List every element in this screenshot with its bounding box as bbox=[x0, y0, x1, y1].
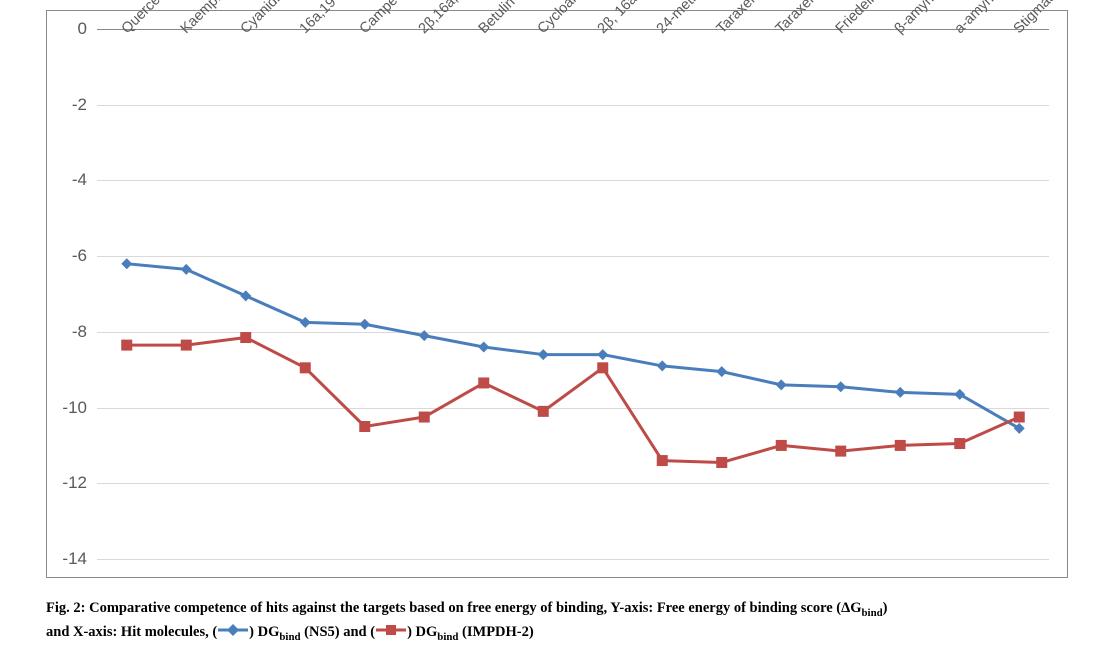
series-marker bbox=[1014, 412, 1025, 423]
series-marker bbox=[300, 362, 311, 373]
series-marker bbox=[121, 258, 132, 269]
series-marker bbox=[181, 264, 192, 275]
caption-sub-2a: bind bbox=[279, 631, 300, 643]
caption-sub-2b: bind bbox=[437, 631, 458, 643]
plot-area: QuercetinKaempferolCyanidin16a,19-dihydr… bbox=[97, 29, 1049, 559]
caption-text-2b: ) DG bbox=[249, 624, 279, 640]
series-marker bbox=[835, 381, 846, 392]
series-line bbox=[127, 338, 1020, 463]
series-marker bbox=[478, 377, 489, 388]
caption-text-2a: and X-axis: Hit molecules, ( bbox=[46, 624, 217, 640]
series-marker bbox=[121, 340, 132, 351]
y-tick-label: -10 bbox=[62, 398, 87, 418]
caption-text-2c: (NS5) and ( bbox=[301, 624, 376, 640]
series-marker bbox=[657, 455, 668, 466]
series-marker bbox=[597, 362, 608, 373]
y-tick-label: -14 bbox=[62, 549, 87, 569]
caption-text-1b: ) bbox=[883, 600, 888, 616]
figure-caption: Fig. 2: Comparative competence of hits a… bbox=[46, 598, 1063, 645]
series-marker bbox=[597, 349, 608, 360]
line-series-svg bbox=[97, 29, 1049, 559]
y-tick-label: -4 bbox=[72, 170, 87, 190]
series-marker bbox=[538, 349, 549, 360]
caption-fig-label: Fig. 2: bbox=[46, 600, 89, 616]
series-marker bbox=[776, 440, 787, 451]
series-marker bbox=[657, 360, 668, 371]
caption-text-2e: (IMPDH-2) bbox=[458, 624, 533, 640]
series-marker bbox=[538, 406, 549, 417]
gridline bbox=[97, 559, 1049, 560]
caption-sub-1: bind bbox=[862, 607, 883, 619]
series-marker bbox=[240, 332, 251, 343]
series-marker bbox=[835, 446, 846, 457]
series-marker bbox=[716, 366, 727, 377]
y-tick-label: -6 bbox=[72, 246, 87, 266]
series-marker bbox=[419, 330, 430, 341]
series-marker bbox=[240, 290, 251, 301]
series-marker bbox=[776, 379, 787, 390]
legend-impdh2-icon bbox=[376, 622, 406, 643]
series-marker bbox=[895, 440, 906, 451]
chart-frame: 0 -2 -4 -6 -8 -10 -12 -14 QuercetinKaempferolCy… bbox=[46, 10, 1068, 578]
caption-text-1a: Comparative competence of hits against t… bbox=[89, 600, 861, 616]
series-marker bbox=[478, 342, 489, 353]
y-tick-label: 0 bbox=[78, 19, 87, 39]
series-marker bbox=[419, 412, 430, 423]
series-marker bbox=[359, 421, 370, 432]
series-marker bbox=[895, 387, 906, 398]
y-tick-label: -8 bbox=[72, 322, 87, 342]
caption-text-2d: ) DG bbox=[407, 624, 437, 640]
series-marker bbox=[716, 457, 727, 468]
series-marker bbox=[300, 317, 311, 328]
series-marker bbox=[181, 340, 192, 351]
series-marker bbox=[954, 438, 965, 449]
y-axis-labels: 0-2-4-6-8-10-12-14 bbox=[47, 29, 91, 559]
y-tick-label: -12 bbox=[62, 473, 87, 493]
series-marker bbox=[359, 319, 370, 330]
legend-ns5-icon bbox=[218, 622, 248, 643]
y-tick-label: -2 bbox=[72, 95, 87, 115]
